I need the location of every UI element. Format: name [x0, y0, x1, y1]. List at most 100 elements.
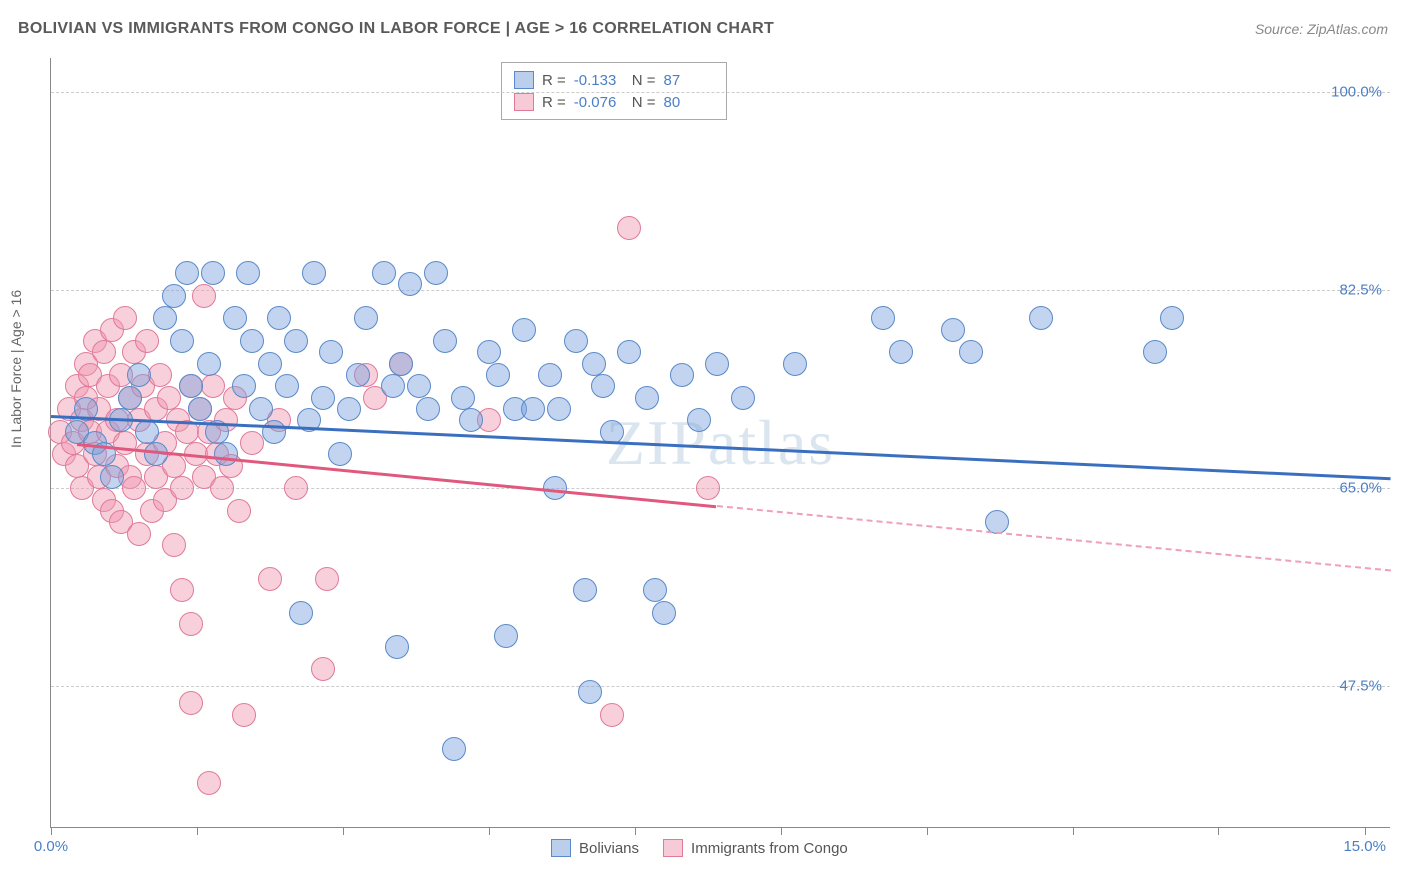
- scatter-point-blue: [389, 352, 413, 376]
- scatter-point-pink: [617, 216, 641, 240]
- scatter-point-pink: [92, 340, 116, 364]
- scatter-point-blue: [407, 374, 431, 398]
- scatter-point-blue: [538, 363, 562, 387]
- scatter-point-blue: [337, 397, 361, 421]
- scatter-point-pink: [127, 522, 151, 546]
- stats-row-pink: R = -0.076 N = 80: [514, 91, 714, 113]
- swatch-pink: [663, 839, 683, 857]
- y-tick-label: 47.5%: [1339, 678, 1382, 695]
- scatter-point-blue: [643, 578, 667, 602]
- y-tick-label: 100.0%: [1331, 83, 1382, 100]
- scatter-point-pink: [162, 533, 186, 557]
- scatter-point-pink: [179, 691, 203, 715]
- scatter-point-blue: [346, 363, 370, 387]
- scatter-point-pink: [210, 476, 234, 500]
- scatter-point-blue: [354, 306, 378, 330]
- scatter-point-blue: [442, 737, 466, 761]
- scatter-point-blue: [433, 329, 457, 353]
- scatter-point-blue: [564, 329, 588, 353]
- scatter-point-blue: [267, 306, 291, 330]
- scatter-point-pink: [311, 657, 335, 681]
- regression-line-pink-dash: [717, 505, 1392, 572]
- x-tick: [927, 827, 928, 835]
- scatter-point-blue: [262, 420, 286, 444]
- scatter-point-blue: [582, 352, 606, 376]
- scatter-point-blue: [635, 386, 659, 410]
- scatter-point-blue: [783, 352, 807, 376]
- scatter-point-blue: [705, 352, 729, 376]
- x-tick: [51, 827, 52, 835]
- chart-title: BOLIVIAN VS IMMIGRANTS FROM CONGO IN LAB…: [18, 20, 774, 38]
- y-tick-label: 82.5%: [1339, 282, 1382, 299]
- scatter-point-blue: [249, 397, 273, 421]
- scatter-point-blue: [311, 386, 335, 410]
- gridline: [51, 92, 1390, 93]
- legend-item-blue: Bolivians: [551, 839, 639, 857]
- x-tick: [489, 827, 490, 835]
- scatter-point-blue: [459, 408, 483, 432]
- x-label-right: 15.0%: [1343, 838, 1386, 855]
- scatter-point-blue: [731, 386, 755, 410]
- scatter-point-blue: [175, 261, 199, 285]
- scatter-point-blue: [398, 272, 422, 296]
- scatter-point-blue: [289, 601, 313, 625]
- scatter-point-blue: [941, 318, 965, 342]
- plot-area: ZIPatlas R = -0.133 N = 87 R = -0.076 N …: [50, 58, 1390, 828]
- scatter-point-blue: [889, 340, 913, 364]
- gridline: [51, 488, 1390, 489]
- swatch-pink: [514, 93, 534, 111]
- scatter-point-blue: [416, 397, 440, 421]
- n-value-blue: 87: [664, 72, 714, 89]
- n-label: N =: [632, 94, 656, 111]
- y-axis-label: In Labor Force | Age > 16: [8, 290, 24, 448]
- scatter-point-blue: [135, 420, 159, 444]
- scatter-point-blue: [617, 340, 641, 364]
- scatter-point-blue: [328, 442, 352, 466]
- scatter-point-pink: [696, 476, 720, 500]
- r-label: R =: [542, 94, 566, 111]
- scatter-point-blue: [494, 624, 518, 648]
- legend-item-pink: Immigrants from Congo: [663, 839, 848, 857]
- scatter-point-blue: [197, 352, 221, 376]
- scatter-point-blue: [236, 261, 260, 285]
- x-tick: [1365, 827, 1366, 835]
- scatter-point-blue: [521, 397, 545, 421]
- scatter-point-blue: [179, 374, 203, 398]
- scatter-point-blue: [512, 318, 536, 342]
- scatter-point-blue: [959, 340, 983, 364]
- legend-label-blue: Bolivians: [579, 840, 639, 857]
- scatter-point-blue: [477, 340, 501, 364]
- scatter-point-pink: [600, 703, 624, 727]
- scatter-point-blue: [223, 306, 247, 330]
- scatter-point-blue: [372, 261, 396, 285]
- scatter-point-pink: [135, 329, 159, 353]
- swatch-blue: [514, 71, 534, 89]
- scatter-point-blue: [240, 329, 264, 353]
- scatter-point-blue: [424, 261, 448, 285]
- scatter-point-blue: [232, 374, 256, 398]
- n-label: N =: [632, 72, 656, 89]
- scatter-point-pink: [148, 363, 172, 387]
- scatter-point-blue: [284, 329, 308, 353]
- x-tick: [197, 827, 198, 835]
- n-value-pink: 80: [664, 94, 714, 111]
- scatter-point-blue: [381, 374, 405, 398]
- scatter-point-pink: [179, 612, 203, 636]
- scatter-point-pink: [201, 374, 225, 398]
- scatter-point-blue: [1029, 306, 1053, 330]
- scatter-point-blue: [319, 340, 343, 364]
- x-tick: [635, 827, 636, 835]
- scatter-point-blue: [170, 329, 194, 353]
- swatch-blue: [551, 839, 571, 857]
- scatter-point-blue: [188, 397, 212, 421]
- r-label: R =: [542, 72, 566, 89]
- scatter-point-blue: [591, 374, 615, 398]
- scatter-point-blue: [486, 363, 510, 387]
- x-tick: [1218, 827, 1219, 835]
- scatter-point-blue: [153, 306, 177, 330]
- gridline: [51, 686, 1390, 687]
- scatter-point-pink: [122, 476, 146, 500]
- scatter-point-blue: [652, 601, 676, 625]
- scatter-point-pink: [157, 386, 181, 410]
- scatter-point-pink: [197, 771, 221, 795]
